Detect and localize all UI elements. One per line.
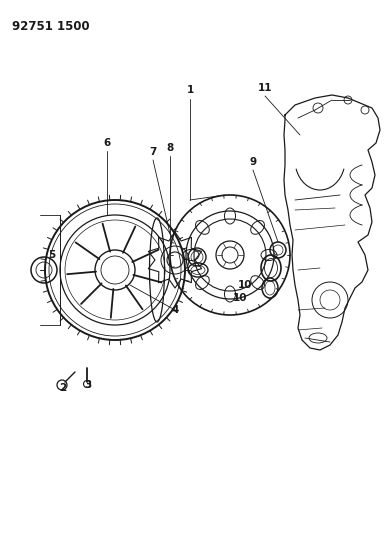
- Text: 6: 6: [103, 138, 111, 148]
- Text: 8: 8: [166, 143, 174, 153]
- Text: 10: 10: [233, 293, 247, 303]
- Text: 7: 7: [149, 147, 157, 157]
- Text: 5: 5: [48, 250, 56, 260]
- Text: 1: 1: [186, 85, 194, 95]
- Text: 10: 10: [238, 280, 252, 290]
- Text: 9: 9: [249, 157, 257, 167]
- Text: 92751 1500: 92751 1500: [12, 20, 90, 33]
- Text: 2: 2: [59, 383, 67, 393]
- Text: 3: 3: [85, 380, 91, 390]
- Text: 4: 4: [171, 305, 179, 315]
- Text: 11: 11: [258, 83, 272, 93]
